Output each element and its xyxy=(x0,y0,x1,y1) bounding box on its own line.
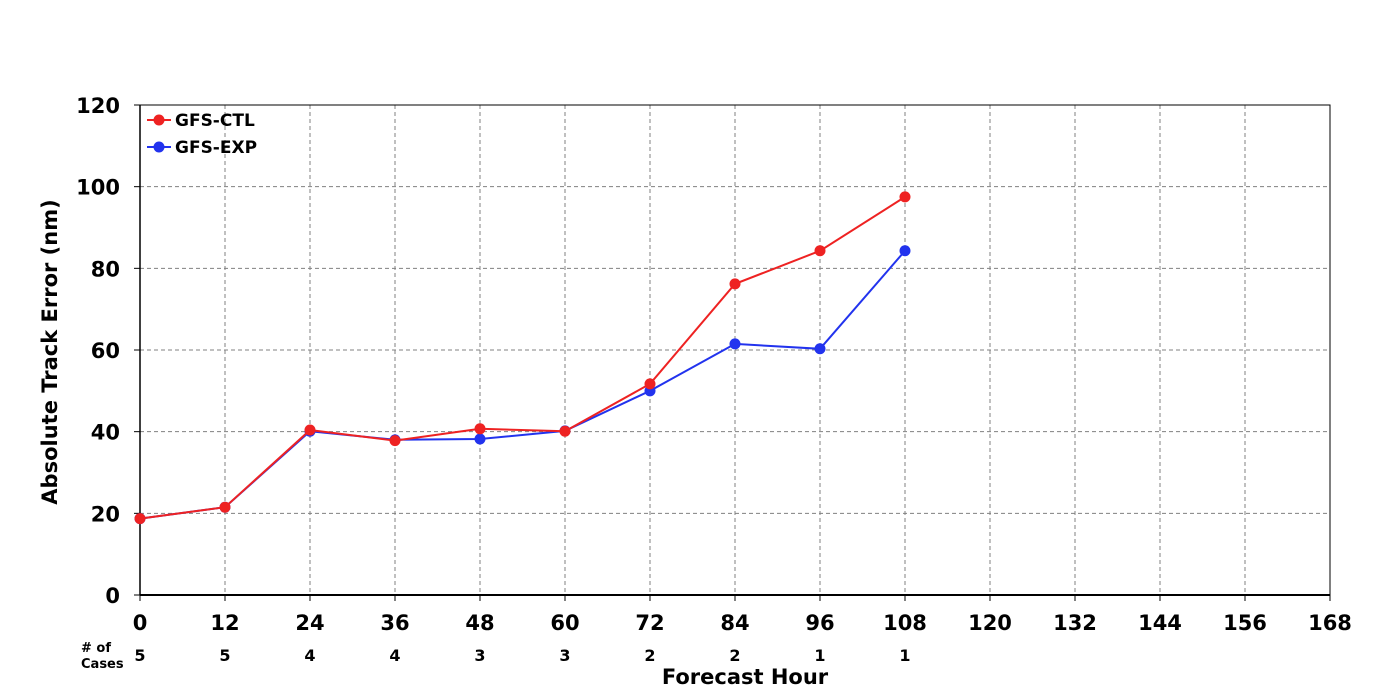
y-tick-label: 60 xyxy=(91,339,120,363)
case-count-label: 3 xyxy=(559,646,570,665)
legend-marker-gfs-exp xyxy=(153,141,165,153)
cases-title-line2: Cases xyxy=(81,657,124,672)
x-tick-label: 108 xyxy=(883,611,927,635)
x-tick-label: 84 xyxy=(720,611,749,635)
x-tick-label: 168 xyxy=(1308,611,1352,635)
x-tick-label: 48 xyxy=(465,611,494,635)
y-tick-label: 0 xyxy=(105,584,120,608)
data-point-gfs-ctl xyxy=(134,513,146,525)
labels: 0 12 24 36 48 60 72 84 96 108 120 132 144 156 16802040… xyxy=(38,94,1352,689)
data-point-gfs-exp xyxy=(474,433,486,445)
x-tick-label: 0 xyxy=(133,611,148,635)
data-point-gfs-ctl xyxy=(389,435,401,447)
series-line-gfs-exp xyxy=(139,250,906,520)
data-point-gfs-exp xyxy=(729,338,741,350)
y-tick-label: 40 xyxy=(91,421,120,445)
x-tick-label: 24 xyxy=(295,611,324,635)
case-count-label: 2 xyxy=(644,646,655,665)
case-count-label: 2 xyxy=(729,646,740,665)
case-count-label: 1 xyxy=(899,646,910,665)
case-count-label: 4 xyxy=(304,646,315,665)
case-count-label: 4 xyxy=(389,646,400,665)
y-tick-label: 80 xyxy=(91,257,120,281)
legend: GFS-CTL GFS-EXP xyxy=(147,111,257,158)
x-tick-label: 36 xyxy=(380,611,409,635)
x-tick-label: 72 xyxy=(635,611,664,635)
data-point-gfs-ctl xyxy=(644,378,656,390)
case-count-label: 3 xyxy=(474,646,485,665)
x-tick-label: 120 xyxy=(968,611,1012,635)
cases-title-line1: # of xyxy=(81,641,111,656)
legend-label-gfs-ctl: GFS-CTL xyxy=(175,111,255,131)
data-point-gfs-ctl xyxy=(304,424,316,436)
x-tick-label: 132 xyxy=(1053,611,1097,635)
data-point-gfs-exp xyxy=(814,343,826,355)
x-axis-title: Forecast Hour xyxy=(662,665,829,689)
data-point-gfs-ctl xyxy=(559,425,571,437)
series-line-gfs-ctl xyxy=(139,196,906,520)
case-count-label: 1 xyxy=(814,646,825,665)
data-point-gfs-ctl xyxy=(219,501,231,513)
data-point-gfs-ctl xyxy=(899,191,911,203)
x-tick-label: 60 xyxy=(550,611,579,635)
y-tick-label: 20 xyxy=(91,502,120,526)
series xyxy=(134,191,911,525)
x-tick-label: 144 xyxy=(1138,611,1182,635)
x-tick-label: 12 xyxy=(210,611,239,635)
grid xyxy=(140,105,1330,595)
data-point-gfs-ctl xyxy=(474,423,486,435)
case-count-label: 5 xyxy=(219,646,230,665)
legend-label-gfs-exp: GFS-EXP xyxy=(175,138,257,158)
y-tick-label: 100 xyxy=(76,176,120,200)
x-tick-label: 156 xyxy=(1223,611,1267,635)
y-axis-title: Absolute Track Error (nm) xyxy=(38,199,62,504)
y-tick-label: 120 xyxy=(76,94,120,118)
legend-marker-gfs-ctl xyxy=(153,114,165,126)
x-tick-label: 96 xyxy=(805,611,834,635)
data-point-gfs-ctl xyxy=(729,278,741,290)
axes xyxy=(134,104,1331,601)
data-point-gfs-exp xyxy=(899,245,911,257)
case-count-label: 5 xyxy=(134,646,145,665)
data-point-gfs-ctl xyxy=(814,245,826,257)
